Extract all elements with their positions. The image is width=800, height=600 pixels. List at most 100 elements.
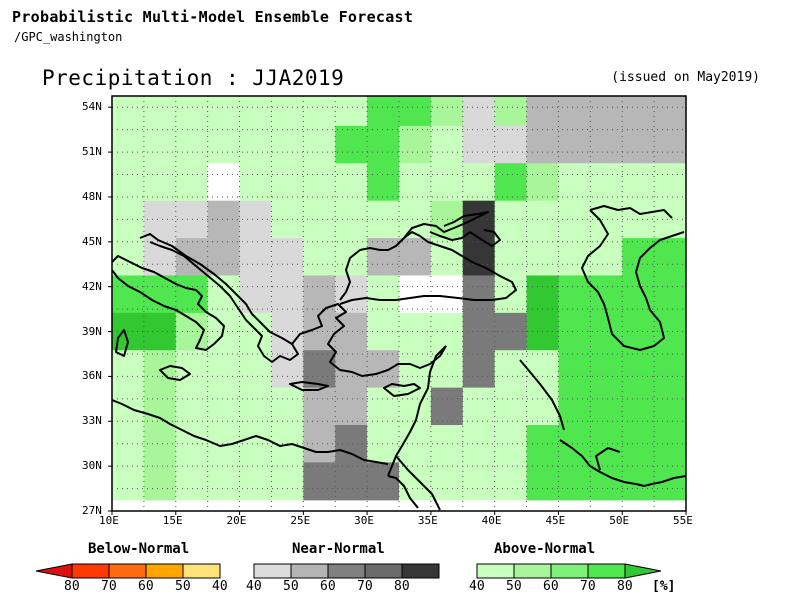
- grid-cell: [462, 387, 496, 426]
- legend-below-label: 80: [64, 579, 80, 594]
- grid-cell: [494, 387, 528, 426]
- grid-cell: [207, 125, 241, 164]
- grid-cell: [399, 425, 432, 463]
- grid-cell: [654, 462, 686, 501]
- grid-cell: [654, 163, 686, 202]
- grid-cell: [207, 200, 241, 239]
- grid-cell: [654, 125, 686, 164]
- grid-cell: [686, 462, 718, 500]
- grid-cell: [686, 388, 718, 426]
- grid-cell: [112, 125, 145, 164]
- grid-cell: [430, 163, 464, 202]
- grid-cell: [622, 96, 655, 127]
- grid-cell: [367, 312, 400, 351]
- grid-cell: [239, 350, 273, 389]
- grid-cell: [622, 387, 655, 426]
- lon-tick-label: 40E: [481, 514, 502, 527]
- legend-below-swatch: [71, 563, 110, 579]
- grid-cell: [399, 462, 432, 501]
- grid-cell: [718, 388, 750, 426]
- legend-above-label: 80: [617, 579, 633, 594]
- grid-cell: [303, 238, 336, 277]
- grid-cell: [462, 96, 496, 127]
- legend-above-label: 60: [543, 579, 559, 594]
- lat-tick-label: 27N: [82, 504, 102, 517]
- grid-cell: [750, 163, 782, 201]
- legend-below-label: 70: [101, 579, 117, 594]
- grid-cell: [526, 387, 560, 426]
- grid-cell: [271, 125, 304, 164]
- lat-tick-label: 54N: [82, 100, 102, 114]
- grid-cell: [399, 312, 432, 351]
- grid-cell: [303, 96, 336, 127]
- grid-cell: [718, 462, 750, 500]
- grid-cell: [590, 275, 623, 314]
- probability-grid: [112, 0, 800, 501]
- grid-cell: [399, 238, 432, 277]
- grid-cell: [782, 275, 800, 313]
- grid-cell: [718, 425, 750, 463]
- grid-cell: [718, 126, 750, 164]
- grid-cell: [750, 350, 782, 388]
- grid-cell: [430, 96, 464, 127]
- lat-tick-label: 48N: [82, 189, 102, 203]
- grid-cell: [558, 51, 590, 89]
- grid-cell: [494, 125, 528, 164]
- grid-cell: [750, 126, 782, 164]
- grid-cell: [654, 96, 686, 127]
- grid-cell: [718, 350, 750, 388]
- grid-cell: [494, 462, 528, 501]
- grid-cell: [367, 462, 400, 501]
- grid-cell: [462, 275, 496, 314]
- legend-above-swatch: [550, 563, 589, 579]
- grid-cell: [590, 350, 623, 389]
- grid-cell: [112, 96, 145, 127]
- grid-cell: [558, 125, 591, 164]
- grid-cell: [686, 425, 718, 463]
- grid-cell: [718, 313, 750, 351]
- lat-tick-label: 30N: [82, 459, 102, 473]
- grid-cell: [622, 163, 655, 202]
- grid-cell: [303, 275, 336, 314]
- grid-cell: [526, 96, 560, 127]
- grid-cell: [239, 425, 273, 463]
- grid-cell: [112, 275, 145, 314]
- grid-cell: [175, 462, 209, 501]
- grid-cell: [143, 462, 177, 501]
- grid-cell: [622, 238, 655, 277]
- grid-cell: [558, 0, 590, 14]
- grid-cell: [494, 96, 528, 127]
- grid-cell: [239, 275, 273, 314]
- grid-cell: [494, 163, 528, 202]
- legend-above-label: 70: [580, 579, 596, 594]
- grid-cell: [303, 200, 336, 239]
- legend-above-swatch: [476, 563, 515, 579]
- grid-cell: [558, 275, 591, 314]
- grid-cell: [430, 125, 464, 164]
- grid-cell: [335, 275, 368, 314]
- grid-cell: [782, 0, 800, 14]
- grid-cell: [367, 96, 400, 127]
- grid-cell: [399, 275, 432, 314]
- grid-cell: [367, 350, 400, 389]
- grid-cell: [718, 14, 750, 52]
- grid-cell: [367, 200, 400, 239]
- grid-cell: [558, 14, 590, 52]
- grid-cell: [463, 14, 495, 52]
- grid-cell: [271, 238, 304, 277]
- grid-cell: [303, 163, 336, 202]
- coastlines: [112, 205, 686, 511]
- legend-near-swatch: [327, 563, 366, 579]
- grid-cell: [462, 125, 496, 164]
- map-title: Precipitation : JJA2019: [42, 66, 345, 90]
- grid-cell: [718, 0, 750, 14]
- grid-cell: [239, 387, 273, 426]
- grid-cell: [590, 163, 623, 202]
- grid-cell: [143, 96, 177, 127]
- legend-near-label: 50: [283, 579, 299, 594]
- grid-cell: [558, 238, 591, 277]
- grid-cell: [527, 0, 559, 14]
- grid-cell: [782, 462, 800, 500]
- grid-cell: [494, 200, 528, 239]
